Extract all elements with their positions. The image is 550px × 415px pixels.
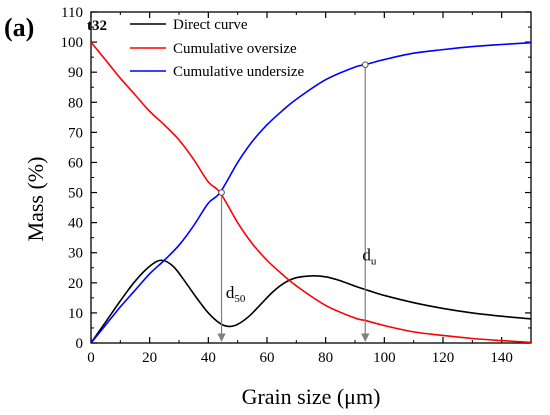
marker-label-d50: d50 [226, 283, 246, 305]
series-line-cumulative-oversize [90, 41, 532, 344]
y-tick-label-40: 40 [68, 216, 83, 232]
x-tick-label-40: 40 [201, 350, 216, 366]
legend-label-cumulative-undersize: Cumulative undersize [173, 64, 305, 80]
y-tick-label-100: 100 [61, 35, 84, 51]
y-tick-label-10: 10 [68, 306, 83, 322]
marker-point-d50 [218, 189, 225, 196]
y-tick-label-20: 20 [68, 276, 83, 292]
x-tick-label-120: 120 [432, 350, 455, 366]
legend: Direct curve Cumulative oversize Cumulat… [130, 17, 305, 80]
series-line-cumulative-undersize [90, 41, 532, 344]
y-axis-title: Mass (%) [23, 157, 48, 242]
legend-label-cumulative-oversize: Cumulative oversize [173, 41, 297, 57]
panel-label: (a) [4, 13, 34, 42]
y-tick-label-80: 80 [68, 95, 83, 111]
x-tick-label-20: 20 [142, 350, 157, 366]
x-axis-title: Grain size (μm) [242, 384, 381, 409]
x-tick-label-140: 140 [490, 350, 513, 366]
y-tick-label-60: 60 [68, 155, 83, 171]
x-tick-label-100: 100 [373, 350, 396, 366]
marker-label-du: du [362, 245, 377, 267]
legend-label-direct-curve: Direct curve [173, 17, 248, 33]
x-tick-label-60: 60 [260, 350, 275, 366]
x-tick-label-80: 80 [318, 350, 333, 366]
y-tick-label-70: 70 [68, 125, 83, 141]
plot-area: 0 20 40 60 80 100 120 140 0 10 20 30 40 50 60 70 80 90 100… [61, 5, 532, 366]
series-line-direct-curve [90, 259, 532, 344]
y-tick-label-50: 50 [68, 186, 83, 202]
x-tick-label-0: 0 [87, 350, 95, 366]
y-tick-label-110: 110 [61, 5, 83, 21]
sample-label: t32 [87, 18, 107, 34]
y-tick-label-90: 90 [68, 65, 83, 81]
marker-point-du [361, 61, 369, 68]
y-tick-label-0: 0 [76, 336, 84, 352]
y-tick-label-30: 30 [68, 246, 83, 262]
